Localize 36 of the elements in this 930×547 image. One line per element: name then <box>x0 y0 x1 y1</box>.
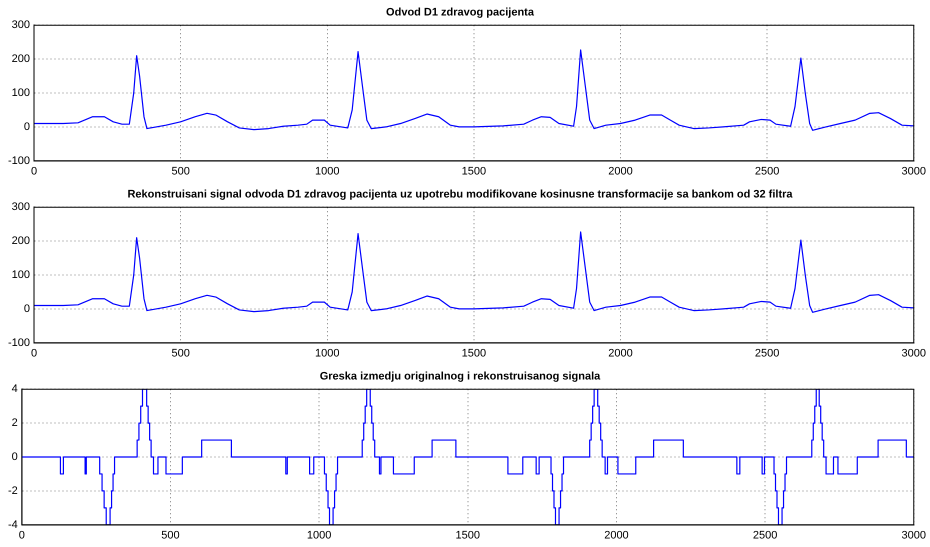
x-tick-label: 3000 <box>902 347 926 360</box>
x-tick-label: 1500 <box>462 165 486 178</box>
chart-title: Odvod D1 zdravog pacijenta <box>386 6 535 19</box>
x-tick-label: 2000 <box>604 529 629 542</box>
chart-title: Greska izmedju originalnog i rekonstruisanog signala <box>320 370 602 383</box>
x-tick-label: 3000 <box>902 529 926 542</box>
y-tick-label: 300 <box>12 201 30 214</box>
x-tick-label: 500 <box>171 347 190 360</box>
y-tick-label: -100 <box>8 154 30 167</box>
x-tick-label: 1500 <box>462 347 486 360</box>
x-tick-label: 2500 <box>754 165 780 178</box>
y-tick-label: 200 <box>12 235 30 248</box>
y-tick-label: 2 <box>12 417 18 430</box>
x-tick-label: 3000 <box>902 165 926 178</box>
x-tick-label: 2000 <box>608 165 633 178</box>
x-tick-label: 2500 <box>754 347 780 360</box>
y-tick-label: 0 <box>24 302 30 315</box>
y-tick-label: 0 <box>24 120 30 133</box>
y-tick-label: 200 <box>12 53 30 66</box>
y-tick-label: 300 <box>12 19 30 32</box>
x-tick-label: 1000 <box>315 347 340 360</box>
y-tick-label: -4 <box>8 518 18 531</box>
y-tick-label: -2 <box>8 484 18 497</box>
y-tick-label: 0 <box>12 451 18 464</box>
y-tick-label: 4 <box>12 383 18 396</box>
x-tick-label: 1500 <box>456 529 480 542</box>
y-tick-label: 100 <box>12 269 30 282</box>
x-tick-label: 2000 <box>608 347 633 360</box>
x-tick-label: 1000 <box>306 529 332 542</box>
x-tick-label: 500 <box>161 529 180 542</box>
chart-title: Rekonstruisani signal odvoda D1 zdravog pacijenta uz upotrebu modifikovane kosinusne transformacije sa bankom od 32 filtra <box>127 188 794 201</box>
x-tick-label: 500 <box>171 165 190 178</box>
x-tick-label: 2500 <box>752 529 778 542</box>
x-tick-label: 1000 <box>315 165 340 178</box>
y-tick-label: -100 <box>8 336 30 349</box>
y-tick-label: 100 <box>12 87 30 100</box>
